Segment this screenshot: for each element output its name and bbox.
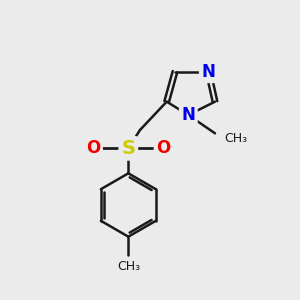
Text: CH₃: CH₃	[117, 260, 140, 273]
Text: O: O	[156, 139, 170, 157]
Text: N: N	[201, 63, 215, 81]
Text: O: O	[86, 139, 100, 157]
Text: S: S	[121, 139, 135, 158]
Text: N: N	[182, 106, 195, 124]
Text: CH₃: CH₃	[224, 132, 248, 145]
